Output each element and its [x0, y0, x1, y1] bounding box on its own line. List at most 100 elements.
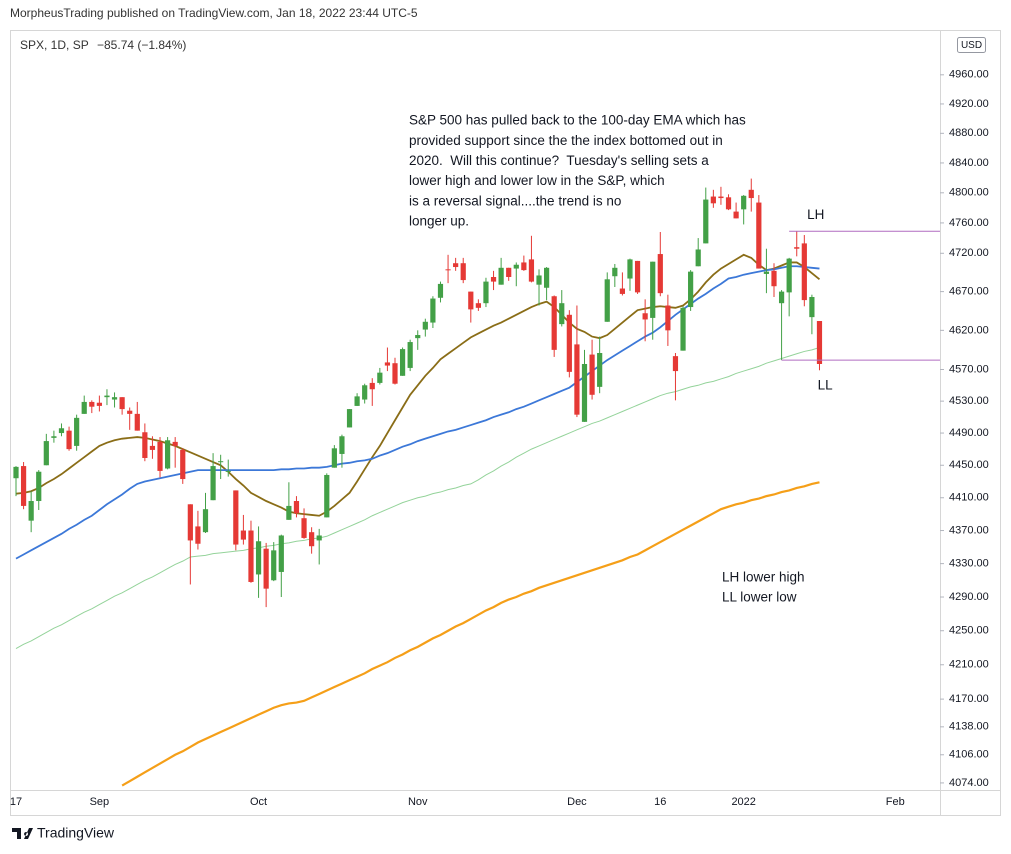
candle-body: [399, 349, 406, 376]
candle-body: [271, 550, 277, 581]
y-tick-label: 4840.00: [949, 157, 989, 169]
y-tick-label: 4530.00: [949, 395, 989, 407]
candle-body: [460, 263, 466, 281]
candle-body: [210, 466, 216, 501]
y-tick-label: 4920.00: [949, 98, 989, 110]
legend-symbol: SPX, 1D, SP: [20, 38, 89, 52]
candle-body: [218, 461, 224, 463]
footer-brand: TradingView: [37, 825, 115, 841]
candle-body: [89, 401, 95, 407]
annotation-line: S&P 500 has pulled back to the 100-day E…: [409, 113, 746, 128]
candle-body: [756, 202, 762, 269]
x-tick-label: Sep: [90, 796, 110, 808]
level-label: LL: [818, 378, 834, 393]
key-line: LL lower low: [722, 590, 797, 605]
candle-body: [771, 270, 777, 287]
candle-body: [369, 382, 375, 390]
candle-body: [104, 395, 110, 398]
y-tick-label: 4290.00: [949, 591, 989, 603]
candle-body: [506, 267, 512, 277]
candle-body: [28, 501, 34, 521]
candle-body: [248, 530, 254, 582]
legend-change: −85.74 (−1.84%): [97, 38, 186, 52]
candle-body: [407, 342, 413, 368]
x-tick-label: Oct: [250, 796, 267, 808]
candle-body: [127, 410, 133, 414]
candle-body: [278, 535, 284, 572]
y-tick-label: 4138.00: [949, 721, 989, 733]
candle-body: [202, 509, 209, 533]
y-tick-label: 4450.00: [949, 459, 989, 471]
candle-body: [293, 501, 300, 514]
candle-body: [786, 258, 792, 293]
candle-body: [680, 307, 686, 351]
candle-body: [794, 247, 800, 249]
candle-body: [437, 283, 444, 298]
y-tick-label: 4620.00: [949, 324, 989, 336]
y-tick-label: 4410.00: [949, 492, 989, 504]
candle-body: [650, 261, 656, 318]
candle-body: [604, 279, 610, 322]
candle-body: [748, 189, 754, 199]
chart-frame: [10, 30, 1001, 816]
moving-average-line: [15, 265, 820, 560]
annotation-line: provided support since the the index bot…: [409, 133, 723, 148]
axes: 4960.00 4920.00 4880.00 4840.00 4800.00 4760.…: [10, 69, 989, 808]
moving-average-line: [121, 481, 820, 787]
y-tick-label: 4720.00: [949, 247, 989, 259]
y-tick-label: 4170.00: [949, 693, 989, 705]
annotation-line: lower high and lower low in the S&P, whi…: [409, 173, 665, 188]
candle-body: [51, 436, 57, 438]
key-line: LH lower high: [722, 570, 805, 585]
candle-body: [187, 504, 193, 541]
candle-body: [392, 363, 398, 384]
x-tick-label: 16: [654, 796, 666, 808]
candle-body: [733, 211, 739, 219]
candle-body: [384, 362, 391, 366]
annotation-line: is a reversal signal....the trend is no: [409, 193, 621, 208]
y-tick-label: 4370.00: [949, 524, 989, 536]
candle-body: [422, 321, 428, 330]
candle-body: [66, 430, 72, 450]
candle-body: [498, 267, 504, 285]
candle-body: [157, 441, 163, 471]
candle-body: [316, 535, 322, 541]
annotation-line: 2020. Will this continue? Tuesday's sell…: [409, 153, 709, 168]
y-tick-label: 4800.00: [949, 187, 989, 199]
candle-body: [331, 448, 337, 468]
candle-body: [172, 441, 178, 446]
x-tick-label: 2022: [731, 796, 755, 808]
y-tick-label: 4074.00: [949, 777, 989, 789]
candle-body: [286, 505, 292, 520]
candle-body: [816, 321, 823, 364]
candle-body: [119, 397, 125, 410]
x-tick-label: Feb: [886, 796, 905, 808]
candle-body: [430, 298, 436, 323]
candle-body: [36, 471, 42, 502]
y-tick-label: 4760.00: [949, 217, 989, 229]
y-tick-label: 4106.00: [949, 749, 989, 761]
candle-body: [521, 262, 527, 271]
publish-header: MorpheusTrading published on TradingView…: [10, 6, 418, 20]
candle-body: [809, 297, 815, 318]
candle-body: [778, 291, 785, 304]
candle-body: [354, 396, 360, 406]
candle-body: [225, 470, 231, 472]
candle-body: [309, 532, 315, 547]
candle-body: [695, 249, 701, 267]
candle-body: [111, 397, 118, 400]
moving-average-line: [15, 253, 821, 517]
candle-body: [81, 401, 87, 414]
candle-body: [574, 344, 580, 415]
candle-body: [672, 356, 679, 372]
candle-body: [377, 372, 383, 383]
candle-body: [195, 526, 201, 544]
candle-body: [96, 402, 102, 406]
y-tick-label: 4570.00: [949, 363, 989, 375]
moving-average-line: [15, 347, 820, 649]
x-tick-label: 17: [10, 796, 22, 808]
candle-body: [612, 267, 618, 277]
candle-body: [627, 259, 633, 279]
candle-body: [346, 409, 353, 428]
candle-body: [149, 445, 156, 450]
